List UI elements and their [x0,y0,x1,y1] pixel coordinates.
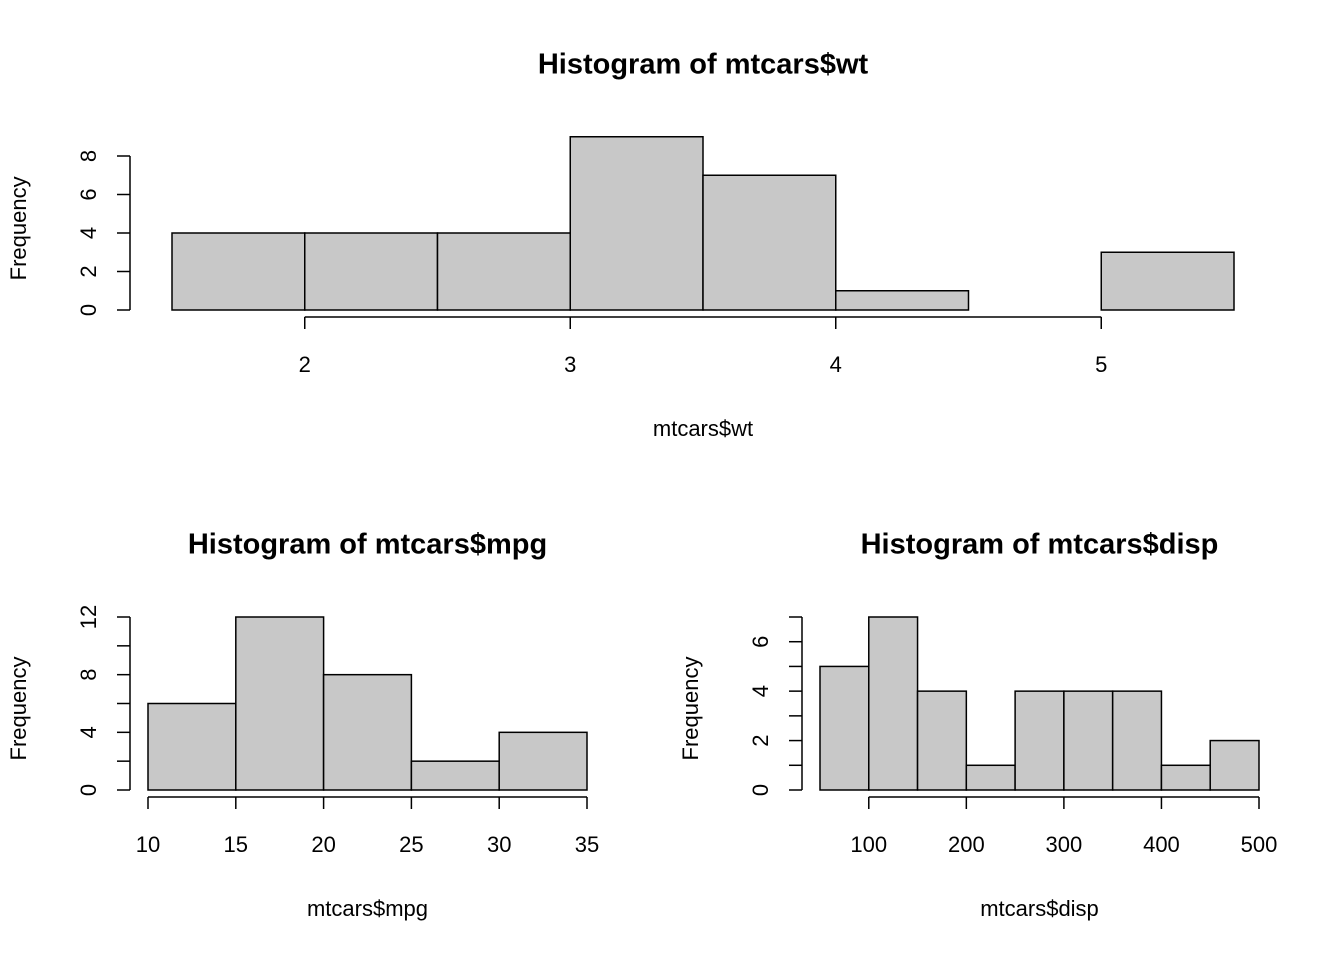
y-tick-label: 8 [76,150,101,162]
x-axis-label: mtcars$disp [980,896,1099,921]
y-axis-label: Frequency [6,657,31,761]
bar [1100,251,1235,311]
bar [436,232,571,311]
y-tick-label: 0 [748,784,773,796]
y-tick-label: 0 [76,304,101,316]
y-tick-label: 6 [748,636,773,648]
x-axis-label: mtcars$wt [653,416,753,441]
x-tick-label: 300 [1046,832,1083,857]
bar [322,673,413,791]
bar [171,232,306,311]
x-tick-label: 15 [224,832,248,857]
bar [569,136,704,311]
bar [702,174,837,311]
bar [819,665,870,791]
x-tick-label: 10 [136,832,160,857]
x-tick-label: 3 [564,352,576,377]
bar [147,702,237,791]
bar [1063,690,1114,791]
x-tick-label: 400 [1143,832,1180,857]
bar [965,764,1016,791]
y-axis-label: Frequency [6,176,31,280]
y-tick-label: 8 [76,669,101,681]
y-tick-label: 2 [76,265,101,277]
x-axis-label: mtcars$mpg [307,896,428,921]
x-tick-label: 30 [487,832,511,857]
x-tick-label: 4 [830,352,842,377]
x-tick-label: 5 [1095,352,1107,377]
x-tick-label: 25 [399,832,423,857]
y-tick-label: 2 [748,734,773,746]
y-tick-label: 6 [76,188,101,200]
x-tick-label: 100 [850,832,887,857]
bar [835,290,970,311]
bar [304,232,439,311]
x-tick-label: 200 [948,832,985,857]
chart-title: Histogram of mtcars$wt [538,49,869,81]
chart-title: Histogram of mtcars$disp [861,529,1219,561]
bar [410,760,500,791]
x-tick-label: 500 [1241,832,1278,857]
bar [916,690,968,791]
chart-title: Histogram of mtcars$mpg [188,529,547,561]
bar [1111,690,1163,791]
bar [868,616,919,791]
y-tick-label: 4 [76,726,101,738]
bar [498,731,588,791]
y-tick-label: 0 [76,784,101,796]
x-tick-label: 20 [311,832,335,857]
bar [1160,764,1211,791]
bar [235,616,325,791]
y-tick-label: 4 [748,685,773,697]
y-tick-label: 12 [76,605,101,629]
x-tick-label: 35 [575,832,599,857]
y-tick-label: 4 [76,227,101,239]
bar [1014,690,1065,791]
y-axis-label: Frequency [678,657,703,761]
x-tick-label: 2 [299,352,311,377]
bar [1209,739,1260,791]
